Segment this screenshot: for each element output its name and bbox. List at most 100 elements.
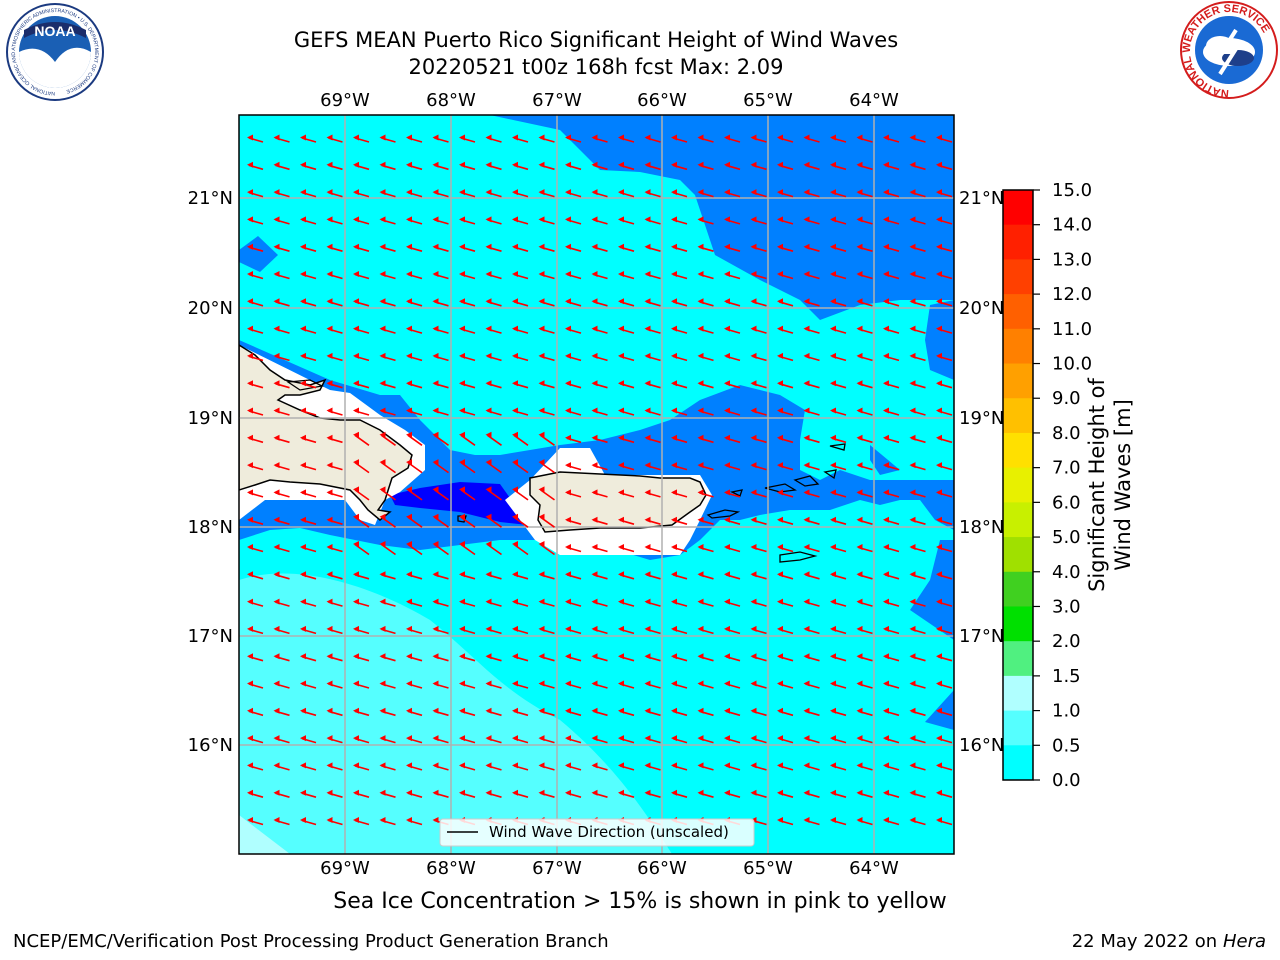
- wave-arrow-head: [273, 598, 280, 605]
- wave-arrow-head: [300, 625, 306, 632]
- wave-arrow-head: [909, 243, 916, 250]
- wave-arrow-head: [724, 598, 730, 605]
- wave-arrow-head: [750, 298, 757, 305]
- wave-arrow-head: [565, 735, 571, 742]
- wave-arrow-head: [803, 161, 810, 168]
- wave-arrow-head: [750, 325, 757, 332]
- wave-arrow-head: [247, 243, 253, 250]
- colorbar-tick-label: 6.0: [1052, 492, 1081, 513]
- wave-arrow-head: [777, 434, 783, 441]
- wave-arrow-head: [644, 516, 651, 523]
- colorbar-tick-label: 5.0: [1052, 527, 1081, 548]
- wave-arrow-head: [459, 216, 465, 223]
- wave-arrow-head: [830, 243, 836, 250]
- wave-arrow-head: [803, 516, 810, 523]
- wave-arrow-head: [777, 161, 783, 168]
- wave-arrow-head: [803, 817, 810, 823]
- wave-arrow-head: [300, 680, 306, 687]
- wave-arrow-head: [353, 735, 359, 742]
- wave-arrow-head: [459, 598, 465, 605]
- wave-arrow-head: [273, 434, 280, 441]
- wave-arrow-head: [326, 462, 333, 469]
- wave-arrow-head: [247, 571, 253, 578]
- colorbar-tick-label: 13.0: [1052, 249, 1092, 270]
- wave-arrow-head: [830, 762, 836, 769]
- wave-arrow-head: [644, 544, 651, 550]
- wave-arrow-head: [856, 434, 863, 441]
- wave-arrow-head: [459, 243, 465, 250]
- wave-arrow-head: [538, 541, 545, 547]
- chart-subtitle: 20220521 t00z 168h fcst Max: 2.09: [408, 55, 784, 79]
- wave-arrow-head: [432, 625, 439, 632]
- wave-arrow-head: [512, 431, 518, 438]
- wave-arrow-head: [830, 271, 836, 277]
- wave-arrow-head: [273, 707, 280, 714]
- wave-arrow-head: [644, 625, 651, 632]
- footer-credit: NCEP/EMC/Verification Post Processing Pr…: [13, 931, 609, 952]
- wave-arrow-head: [565, 598, 571, 605]
- wave-arrow-head: [247, 817, 253, 823]
- wave-arrow-head: [618, 707, 624, 714]
- lat-label: 20°N: [959, 298, 1004, 319]
- wave-arrow-head: [777, 789, 783, 796]
- wave-arrow-head: [273, 407, 280, 414]
- wave-arrow-head: [909, 735, 916, 742]
- wave-arrow-head: [565, 762, 571, 769]
- wave-arrow-head: [591, 352, 598, 359]
- wave-arrow-head: [803, 489, 810, 496]
- wave-arrow-head: [750, 516, 757, 523]
- wave-arrow-head: [326, 707, 333, 714]
- wave-arrow-head: [247, 680, 253, 687]
- wave-arrow-head: [750, 625, 757, 632]
- wave-arrow-head: [538, 216, 545, 223]
- wave-arrow-head: [512, 735, 518, 742]
- noaa-logo-text: NOAA: [34, 23, 75, 39]
- lon-label: 69°W: [320, 858, 370, 879]
- wave-arrow-head: [485, 352, 492, 359]
- wave-arrow-head: [565, 298, 571, 305]
- wave-arrow-head: [459, 486, 465, 493]
- wave-arrow-head: [883, 352, 889, 359]
- wave-arrow-head: [618, 762, 624, 769]
- wave-arrow-head: [644, 434, 651, 441]
- wave-arrow-head: [300, 489, 306, 496]
- nws-logo: NATIONAL WEATHER SERVICE: [1180, 1, 1278, 99]
- wave-arrow-head: [326, 598, 333, 605]
- wave-arrow-head: [777, 298, 783, 305]
- wave-arrow-head: [830, 735, 836, 742]
- wave-arrow-head: [432, 653, 439, 660]
- wave-arrow-head: [618, 489, 624, 496]
- wave-arrow-head: [538, 352, 545, 359]
- lat-label: 16°N: [188, 735, 233, 756]
- colorbar-segment: [1003, 363, 1033, 399]
- wave-arrow-head: [459, 653, 465, 660]
- wave-arrow-head: [777, 598, 783, 605]
- wave-arrow-head: [697, 462, 704, 469]
- wave-arrow-head: [909, 625, 916, 632]
- wave-arrow-head: [379, 431, 386, 438]
- wave-arrow-head: [883, 680, 889, 687]
- wave-arrow-head: [247, 434, 253, 441]
- wave-arrow-head: [803, 352, 810, 359]
- wave-arrow-head: [591, 434, 598, 441]
- wave-arrow-head: [618, 161, 624, 168]
- wave-arrow-head: [644, 216, 651, 223]
- wave-arrow-head: [750, 462, 757, 469]
- wave-arrow-head: [671, 352, 677, 359]
- wave-arrow-head: [883, 325, 889, 332]
- lon-label: 64°W: [849, 90, 899, 111]
- wave-arrow-head: [803, 735, 810, 742]
- colorbar-segment: [1003, 641, 1033, 677]
- wave-arrow-head: [247, 325, 253, 332]
- colorbar-segment: [1003, 259, 1033, 295]
- colorbar-ticks: 15.0 14.0 13.0 12.0 11.0 10.0 9.0 8.0 7.0 6.0 5.0 4…: [1033, 180, 1092, 791]
- wave-arrow-head: [883, 571, 889, 578]
- wave-arrow-head: [300, 352, 306, 359]
- wave-arrow-head: [512, 216, 518, 223]
- wave-arrow-head: [618, 571, 624, 578]
- wave-arrow-head: [432, 161, 439, 168]
- colorbar-tick-label: 0.5: [1052, 735, 1081, 756]
- wave-arrow-head: [326, 407, 333, 414]
- wave-arrow-head: [750, 161, 757, 168]
- wave-arrow-head: [618, 625, 624, 632]
